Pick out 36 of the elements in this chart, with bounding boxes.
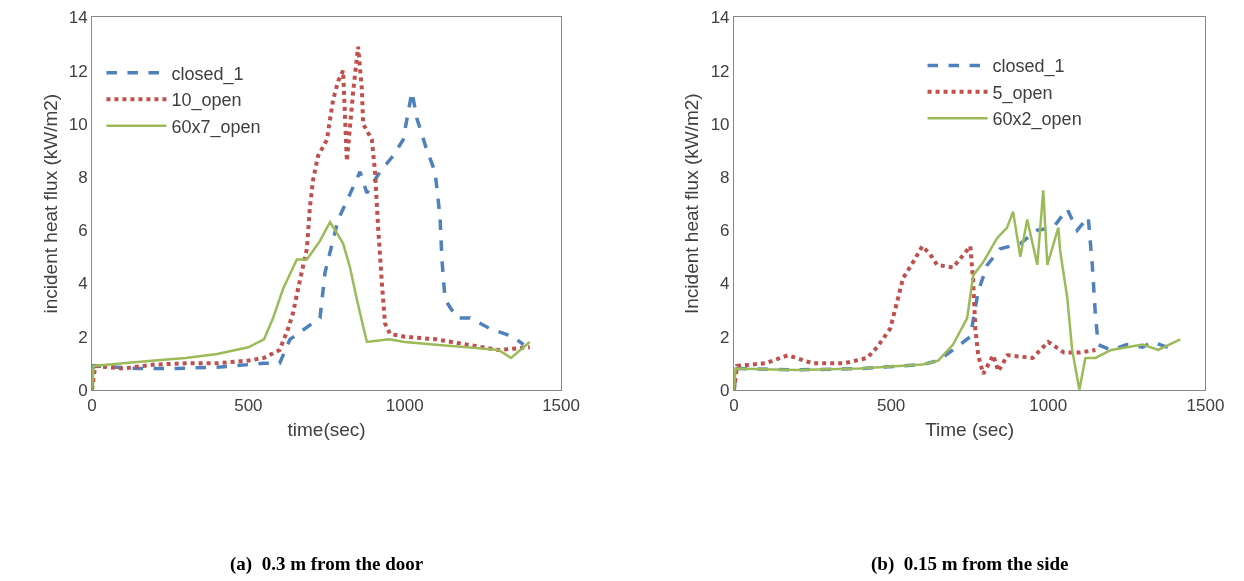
y-axis-title: incident heat flux (kW/m2) xyxy=(39,93,61,314)
x-tick-label: 1000 xyxy=(385,396,424,416)
x-tick-label: 1500 xyxy=(542,396,580,416)
text: (b) 0.15 m from the side xyxy=(871,553,1069,575)
y-tick-label: 12 xyxy=(68,61,88,81)
line-series xyxy=(92,221,532,390)
y-tick-label: 2 xyxy=(720,327,730,347)
legend-label: 60x7_open xyxy=(171,116,261,138)
y-tick-label: 10 xyxy=(68,114,88,134)
y-tick-label: 8 xyxy=(720,167,730,187)
legend-label: 60x2_open xyxy=(992,109,1082,131)
y-tick-label: 14 xyxy=(68,8,88,28)
y-tick-label: 10 xyxy=(710,114,730,134)
x-tick-label: 500 xyxy=(876,396,906,416)
x-axis-title: time(sec) xyxy=(287,419,366,441)
text: (a) 0.3 m from the door xyxy=(230,553,424,575)
y-tick-label: 14 xyxy=(710,8,730,28)
x-tick-label: 1500 xyxy=(1186,396,1225,416)
y-axis-title: Incident heat flux (kW/m2) xyxy=(681,93,703,314)
y-tick-label: 6 xyxy=(78,221,88,241)
line-series xyxy=(733,244,1098,390)
y-tick-label: 0 xyxy=(78,380,88,400)
y-tick-label: 0 xyxy=(720,380,730,400)
x-tick-label: 1000 xyxy=(1029,396,1068,416)
x-axis-title: Time (sec) xyxy=(925,419,1015,441)
legend-label: closed_1 xyxy=(992,56,1065,78)
legend-label: closed_1 xyxy=(171,63,244,85)
y-tick-label: 2 xyxy=(78,327,88,347)
y-tick-label: 6 xyxy=(720,221,730,241)
y-tick-label: 8 xyxy=(78,167,88,187)
y-tick-label: 4 xyxy=(78,274,88,294)
legend-label: 10_open xyxy=(171,90,242,112)
x-tick-label: 500 xyxy=(234,396,263,416)
legend-label: 5_open xyxy=(992,82,1053,104)
y-tick-label: 4 xyxy=(720,274,730,294)
y-tick-label: 12 xyxy=(710,61,730,81)
